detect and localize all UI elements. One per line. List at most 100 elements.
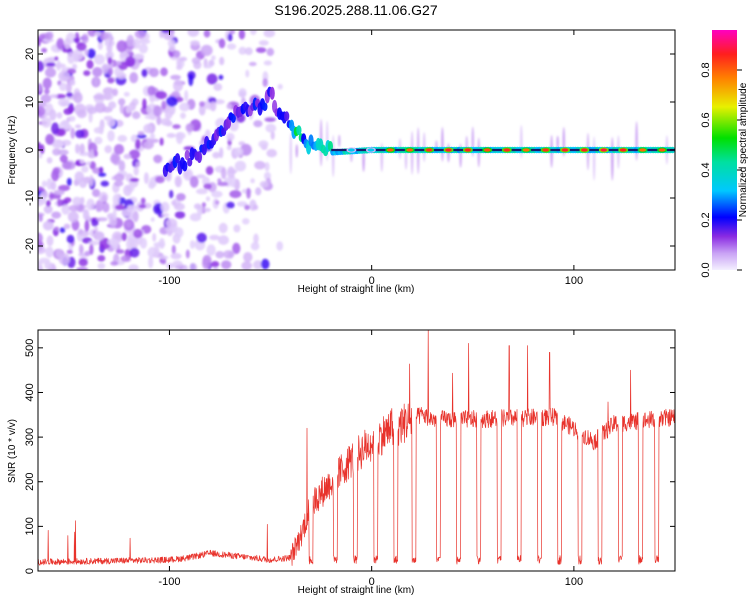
snr-axes: -100 0 100 0 100 200 300 400 500 xyxy=(24,330,675,588)
spectrogram-noise-cell xyxy=(94,136,103,145)
spectrogram-noise-cell xyxy=(227,166,235,179)
spectrogram-tone-node xyxy=(367,148,375,152)
spectrogram-noise-cell xyxy=(41,117,52,128)
colorbar-ticks: 0.0 0.2 0.4 0.6 0.8 xyxy=(700,62,742,278)
spectrogram-noise-cell xyxy=(97,40,103,50)
spectrogram-noise-cell xyxy=(93,92,105,104)
spectrogram-noise-cell xyxy=(221,167,227,180)
spectrogram-noise-cell xyxy=(132,53,144,59)
spectrogram-noise-cell xyxy=(209,101,217,112)
spectrogram-noise-cell xyxy=(160,259,167,265)
spectrogram-noise-cell xyxy=(176,132,183,145)
spectrogram-noise-cell xyxy=(55,142,65,148)
spectrogram-tone-node xyxy=(658,148,666,152)
snr-ytick-label: 100 xyxy=(24,517,36,535)
spectrogram-noise-cell xyxy=(120,255,131,262)
spectrogram-noise-cell xyxy=(96,217,108,222)
spectrogram-noise-cell xyxy=(66,249,73,254)
spectrogram-noise-cell xyxy=(141,68,148,78)
spectrogram-noise-cell xyxy=(211,261,220,268)
spectrogram-noise-cell xyxy=(233,147,244,157)
spectrogram-noise-cell xyxy=(221,260,232,270)
spectrogram-noise-cell xyxy=(218,74,224,80)
spectrogram-ylabel: Frequency (Hz) xyxy=(7,116,18,185)
snr-xtick-label: 0 xyxy=(369,576,375,588)
snr-ytick-label: 300 xyxy=(24,428,36,446)
spectrogram-noise-cell xyxy=(59,227,66,234)
spectrogram-noise-cell xyxy=(38,153,43,159)
spectrogram-noise-cell xyxy=(200,44,213,57)
spectrogram-noise-cell xyxy=(129,247,140,258)
spectrogram-noise-cell xyxy=(176,193,186,201)
spectrogram-noise-cell xyxy=(143,140,154,150)
spectrogram-noise-cell xyxy=(76,42,87,51)
spectrogram-ridge-cell xyxy=(182,160,188,172)
spectrogram-noise-cell xyxy=(81,33,89,44)
spectrogram-noise-cell xyxy=(180,112,186,119)
spectrogram-noise-cell xyxy=(54,63,66,68)
spectrogram-noise-cell xyxy=(72,49,84,61)
spectrogram-noise-cell xyxy=(206,244,216,256)
spectrogram-noise-cell xyxy=(212,266,219,270)
spectrogram-noise-cell xyxy=(199,101,205,107)
spectrogram-noise-cell xyxy=(103,33,110,40)
spectrogram-noise-cell xyxy=(611,137,614,181)
spectrogram-noise-cell xyxy=(58,184,70,192)
spectrogram-tone-node xyxy=(522,148,530,152)
spectrogram-noise-cell xyxy=(110,154,120,164)
spectrogram-noise-cell xyxy=(51,122,60,135)
spectrogram-noise-cell xyxy=(196,188,208,195)
spectrogram-noise-cell xyxy=(238,30,246,40)
spectrogram-tone-node xyxy=(619,148,627,152)
spectrogram-noise-cell xyxy=(159,255,169,260)
spectrogram-noise-cell xyxy=(73,37,80,43)
spectrogram-noise-cell xyxy=(76,109,87,119)
spectrogram-noise-cell xyxy=(64,38,71,49)
snr-ytick-label: 400 xyxy=(24,383,36,401)
spectrogram-noise-cell xyxy=(54,226,60,231)
snr-ytick-label: 0 xyxy=(24,568,36,574)
spectrogram-noise-cell xyxy=(75,124,82,129)
spectrogram-noise-cell xyxy=(258,140,269,148)
spectrogram-noise-cell xyxy=(229,30,235,35)
spectrogram-noise-cell xyxy=(185,123,194,132)
spectrogram-noise-cell xyxy=(78,243,84,255)
spectrogram-noise-cell xyxy=(218,222,228,234)
spectrogram-noise-cell xyxy=(149,93,155,103)
spectrogram-noise-cell xyxy=(67,52,75,64)
spectrogram-noise-cell xyxy=(81,165,89,173)
spectrogram-noise-cell xyxy=(253,260,263,270)
spectrogram-noise-cell xyxy=(147,85,156,96)
spectrogram-noise xyxy=(38,30,669,270)
spectrogram-noise-cell xyxy=(110,261,119,266)
spectrogram-noise-cell xyxy=(72,196,82,206)
spectrogram-noise-cell xyxy=(190,40,200,46)
spectrogram-noise-cell xyxy=(215,200,220,205)
spectrogram-noise-cell xyxy=(170,252,182,260)
spectrogram-noise-cell xyxy=(154,245,160,258)
spectrogram-noise-cell xyxy=(159,137,164,146)
spectrogram-noise-cell xyxy=(84,49,89,56)
spectrogram-noise-cell xyxy=(42,77,52,90)
spectrogram-noise-cell xyxy=(128,264,139,270)
spectrogram-noise-cell xyxy=(133,228,143,239)
spectrogram-noise-cell xyxy=(61,160,72,170)
spectrogram-noise-cell xyxy=(56,38,65,50)
spectrogram-noise-cell xyxy=(153,154,163,164)
spectrogram-noise-cell xyxy=(118,98,126,106)
spectrogram-noise-cell xyxy=(254,160,266,170)
spectrogram-noise-cell xyxy=(166,133,176,138)
spectrogram-noise-cell xyxy=(142,98,147,109)
spectrogram-noise-cell xyxy=(338,134,341,148)
spectrogram-noise-cell xyxy=(213,83,223,91)
snr-ytick-label: 500 xyxy=(24,339,36,357)
spectrogram-noise-cell xyxy=(245,69,250,78)
spectrogram-tone-node xyxy=(464,148,472,152)
spectrogram-noise-cell xyxy=(404,147,408,170)
spectrogram-noise-cell xyxy=(212,151,221,159)
colorbar-tick-label: 0.8 xyxy=(700,62,712,77)
spectrogram-noise-cell xyxy=(89,244,94,255)
spectrogram-noise-cell xyxy=(44,261,53,270)
spectrogram-noise-cell xyxy=(59,82,67,92)
